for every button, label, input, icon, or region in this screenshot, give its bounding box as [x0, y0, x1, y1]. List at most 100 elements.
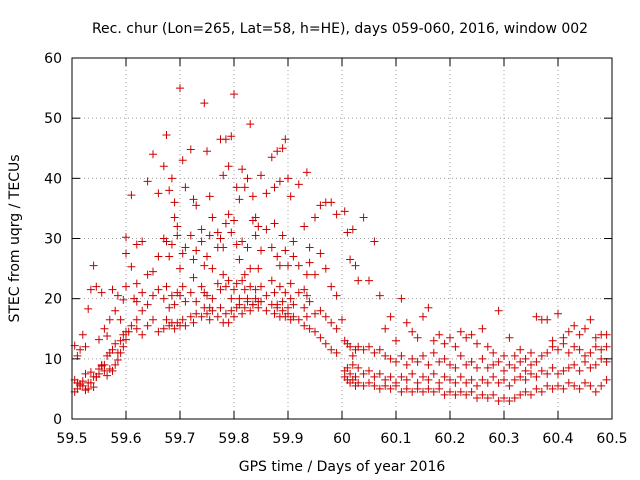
- data-point: [219, 243, 228, 252]
- data-point: [178, 156, 187, 165]
- data-point: [419, 387, 427, 396]
- data-point: [200, 303, 209, 312]
- data-point: [95, 369, 103, 378]
- data-point: [327, 198, 336, 207]
- data-point: [284, 174, 292, 183]
- data-point: [238, 165, 247, 174]
- data-point: [270, 219, 279, 228]
- data-point: [189, 273, 198, 282]
- data-point: [554, 381, 562, 390]
- data-point: [273, 147, 282, 156]
- data-point: [162, 131, 171, 140]
- data-point: [149, 291, 157, 300]
- data-point: [597, 345, 606, 354]
- data-point: [224, 162, 233, 171]
- data-point: [189, 255, 198, 264]
- data-point: [440, 390, 449, 399]
- data-point: [489, 372, 498, 381]
- data-point: [575, 330, 584, 339]
- data-point: [532, 384, 541, 393]
- data-point: [186, 312, 195, 321]
- data-point: [359, 213, 368, 222]
- data-point: [446, 360, 454, 369]
- data-point: [275, 261, 284, 270]
- data-point: [97, 288, 106, 297]
- data-point: [262, 225, 271, 234]
- data-point: [270, 183, 279, 192]
- data-point: [570, 360, 579, 369]
- data-point: [365, 366, 373, 375]
- data-point: [78, 381, 87, 390]
- data-point: [483, 342, 492, 351]
- data-point: [478, 375, 487, 384]
- data-point: [159, 162, 168, 171]
- data-point: [348, 360, 357, 369]
- data-point: [108, 345, 117, 354]
- data-point: [478, 354, 487, 363]
- data-point: [248, 216, 257, 225]
- data-point: [127, 321, 136, 330]
- data-point: [548, 363, 557, 372]
- data-point: [294, 315, 303, 324]
- data-point: [203, 309, 211, 318]
- data-point: [586, 315, 595, 324]
- data-point: [348, 351, 357, 360]
- data-point: [478, 324, 487, 333]
- data-point: [254, 222, 263, 231]
- data-point: [451, 363, 460, 372]
- data-point: [89, 383, 98, 392]
- data-point: [116, 315, 125, 324]
- data-point: [332, 324, 341, 333]
- data-point: [78, 330, 87, 339]
- data-point: [467, 375, 476, 384]
- y-tick-label: 10: [44, 352, 62, 368]
- x-axis-title: GPS time / Days of year 2016: [239, 459, 446, 475]
- data-point: [564, 327, 573, 336]
- data-point: [462, 360, 471, 369]
- data-point: [205, 192, 214, 201]
- data-point: [275, 282, 284, 291]
- data-point: [435, 384, 444, 393]
- x-tick-label: 60.3: [488, 431, 519, 447]
- data-point: [224, 318, 233, 327]
- data-point: [597, 381, 606, 390]
- data-point: [375, 345, 384, 354]
- data-point: [219, 171, 228, 180]
- data-point: [424, 375, 433, 384]
- data-point: [192, 309, 201, 318]
- data-point: [548, 342, 557, 351]
- x-tick-label: 60.5: [596, 431, 627, 447]
- data-point: [281, 135, 290, 144]
- data-point: [230, 285, 238, 294]
- data-point: [591, 342, 600, 351]
- data-point: [397, 372, 406, 381]
- data-point: [527, 369, 535, 378]
- data-point: [165, 186, 174, 195]
- data-point: [208, 264, 217, 273]
- data-point: [359, 345, 368, 354]
- data-point: [413, 384, 422, 393]
- data-point: [419, 372, 427, 381]
- chart-title: Rec. chur (Lon=265, Lat=58, h=HE), days …: [92, 21, 588, 37]
- data-point: [132, 315, 141, 324]
- data-point: [338, 315, 346, 324]
- data-point: [178, 249, 187, 258]
- data-point: [246, 264, 255, 273]
- data-point: [257, 171, 265, 180]
- data-point: [165, 303, 174, 312]
- data-point: [289, 252, 298, 261]
- data-point: [570, 342, 579, 351]
- data-point: [186, 288, 195, 297]
- data-point: [138, 237, 147, 246]
- data-point: [119, 295, 128, 304]
- data-point: [111, 360, 120, 369]
- data-point: [537, 366, 546, 375]
- data-point: [243, 243, 252, 252]
- data-point: [248, 192, 257, 201]
- data-point: [564, 378, 573, 387]
- data-point: [521, 375, 530, 384]
- data-point: [554, 309, 562, 318]
- x-tick-label: 59.6: [110, 431, 141, 447]
- data-point: [440, 372, 449, 381]
